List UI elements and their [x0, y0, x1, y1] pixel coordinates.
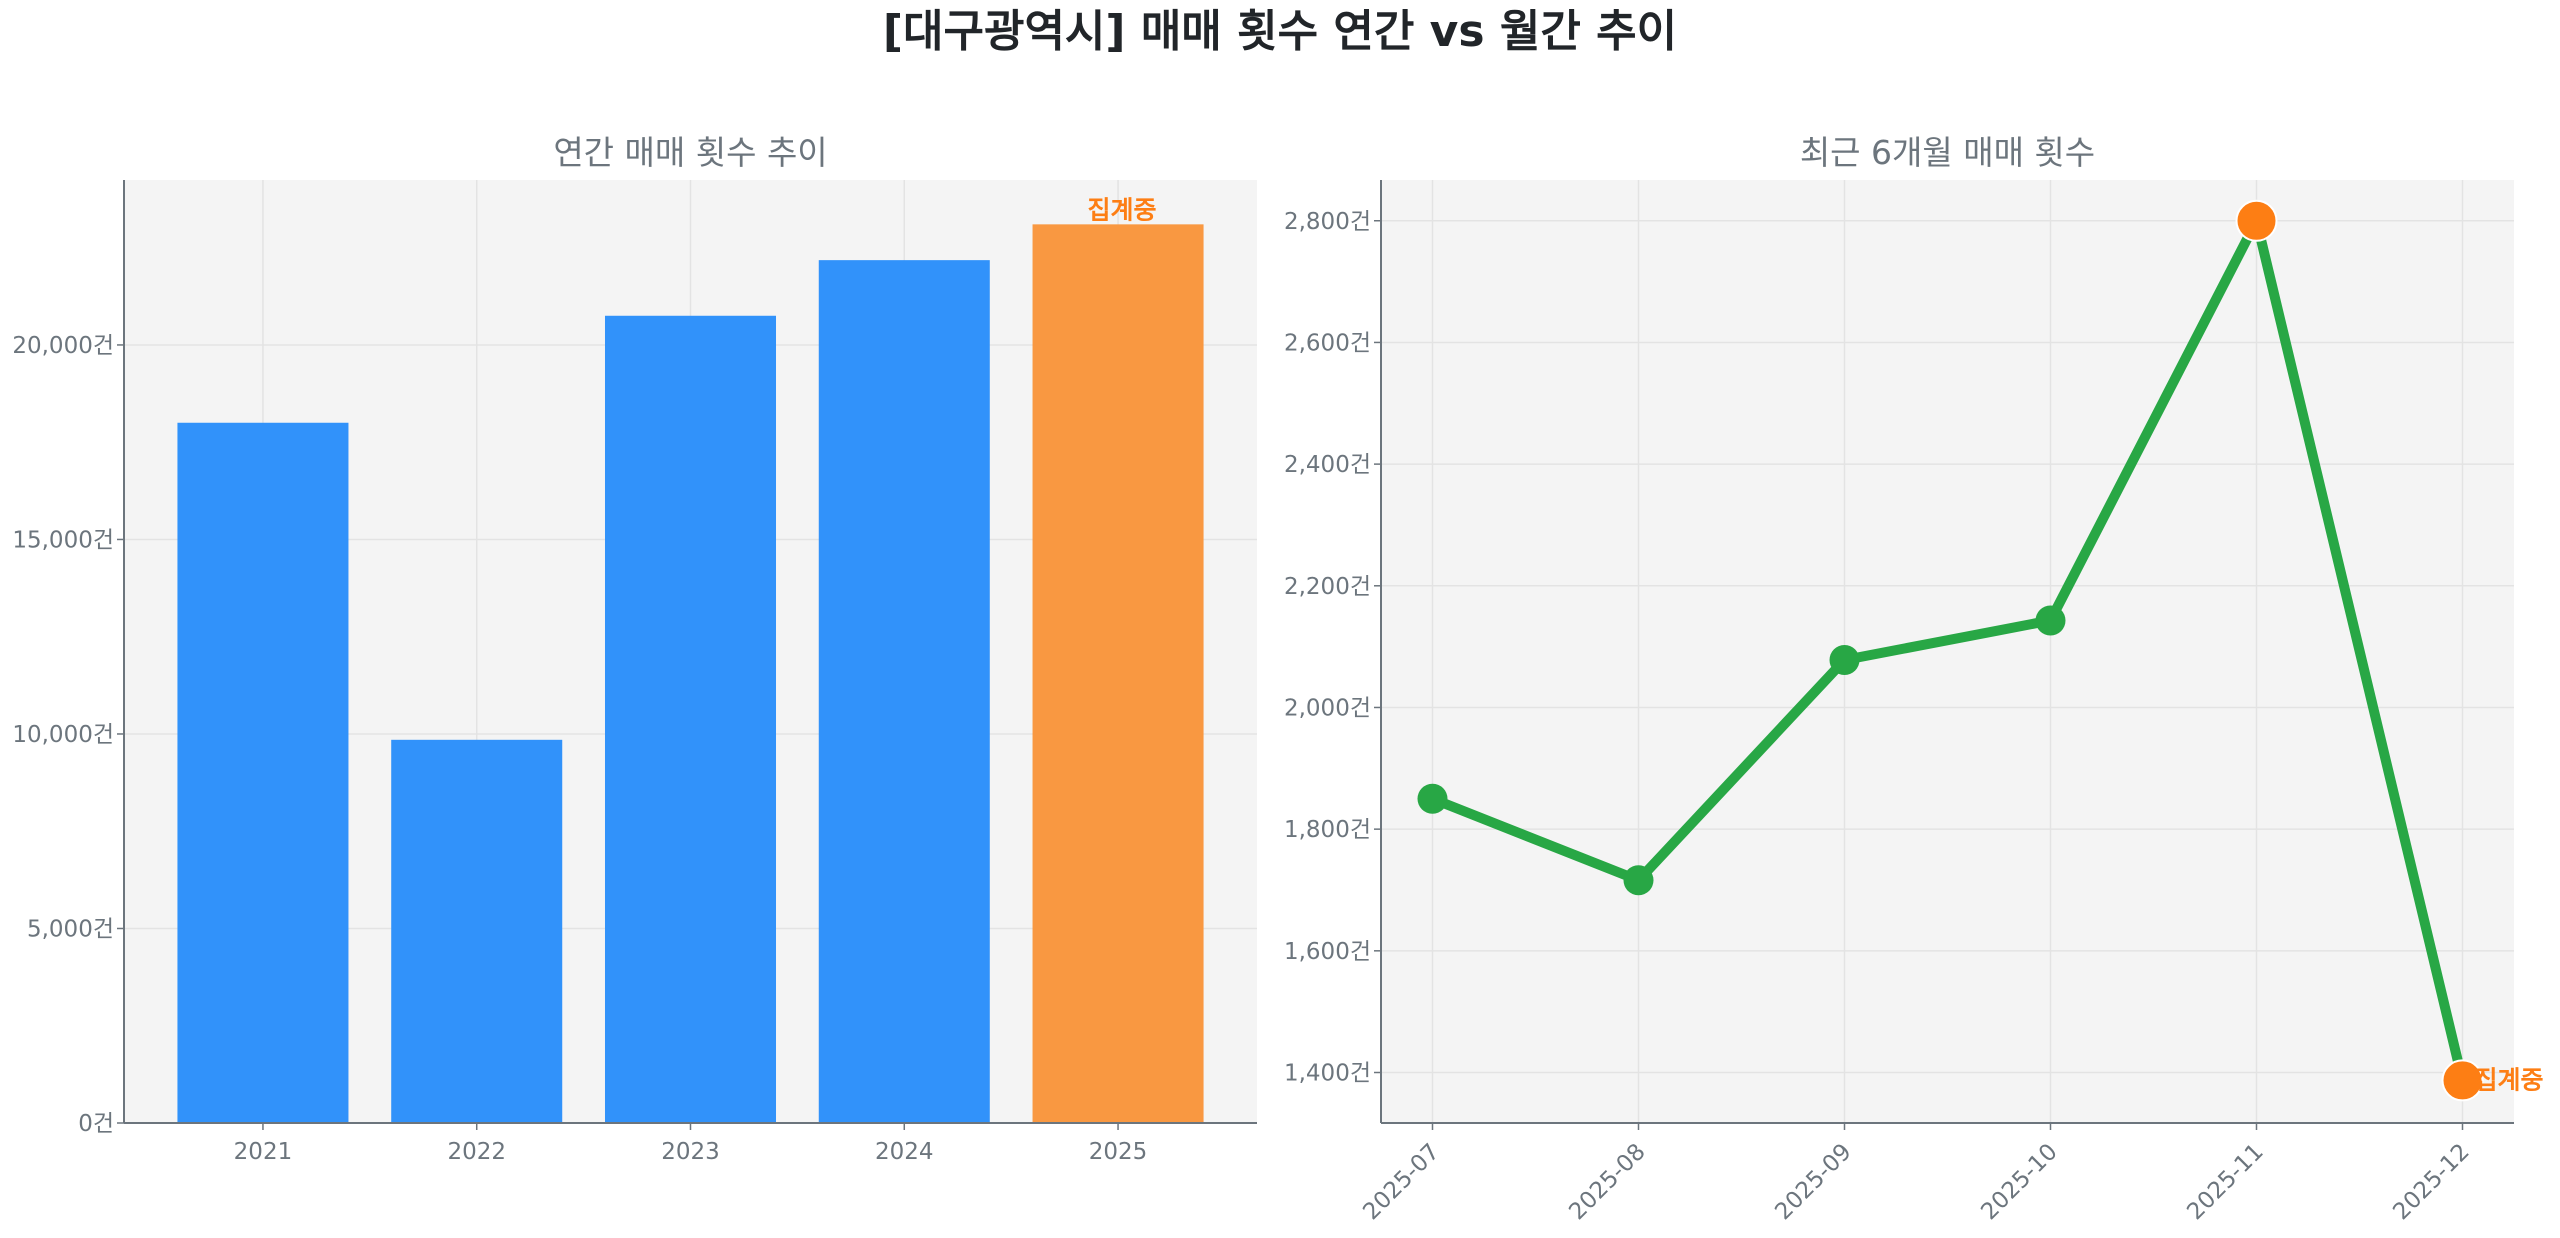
monthly-line-chart: 1,400건 1,600건 1,800건 2,000건 2,200건 2,400건 2,60…: [1284, 133, 2544, 1225]
ytick-label: 2,200건: [1284, 574, 1371, 600]
xtick-label: 2023: [661, 1139, 720, 1165]
point-2025-10: [2035, 605, 2066, 636]
xtick-label: 2025-10: [1976, 1139, 2062, 1225]
xtick-label: 2025-08: [1564, 1139, 1650, 1225]
ytick-label: 2,000건: [1284, 695, 1371, 721]
point-2025-08: [1623, 865, 1654, 896]
plot-area: [1381, 180, 2514, 1123]
ytick-label: 20,000건: [12, 333, 114, 359]
xtick-label: 2022: [447, 1139, 506, 1165]
point-2025-09: [1829, 645, 1860, 676]
subplot-title: 최근 6개월 매매 횟수: [1800, 133, 2095, 172]
xtick-label: 2025: [1089, 1139, 1148, 1165]
bar-2021: [177, 422, 349, 1124]
point-2025-12: [2441, 1059, 2484, 1102]
series-line: [1430, 215, 2468, 1082]
annotation-label: 집계중: [1088, 195, 1157, 224]
annotation-label: 집계중: [2475, 1065, 2544, 1094]
xtick-label: 2025-11: [2182, 1139, 2268, 1225]
subplot-title: 연간 매매 횟수 추이: [553, 133, 827, 172]
xtick-label: 2025-09: [1770, 1139, 1856, 1225]
bar-2023: [604, 315, 777, 1123]
ytick-label: 5,000건: [27, 916, 114, 942]
point-2025-11: [2235, 199, 2278, 242]
xtick-label: 2025-07: [1358, 1139, 1444, 1225]
ytick-label: 1,400건: [1284, 1061, 1371, 1087]
ytick-label: 2,600건: [1284, 330, 1371, 356]
figure-title: [대구광역시] 매매 횟수 연간 vs 월간 추이: [883, 6, 1677, 57]
xtick-label: 2021: [234, 1139, 293, 1165]
bar-2022: [391, 739, 563, 1123]
ytick-label: 0건: [78, 1111, 114, 1137]
xtick-label: 2025-12: [2388, 1139, 2474, 1225]
ytick-label: 2,400건: [1284, 452, 1371, 478]
ytick-label: 1,600건: [1284, 939, 1371, 965]
annual-bar-chart: 0건 5,000건 10,000건 15,000건 20,000건 연간 매매 횟수 추이…: [12, 133, 1257, 1165]
point-2025-07: [1417, 783, 1448, 814]
ytick-label: 2,800건: [1284, 209, 1371, 235]
ytick-label: 1,800건: [1284, 817, 1371, 843]
bar-2024: [818, 260, 990, 1124]
xtick-label: 2024: [875, 1139, 934, 1165]
ytick-label: 10,000건: [12, 722, 114, 748]
bar-2025: [1032, 224, 1204, 1124]
ytick-label: 15,000건: [12, 527, 114, 553]
